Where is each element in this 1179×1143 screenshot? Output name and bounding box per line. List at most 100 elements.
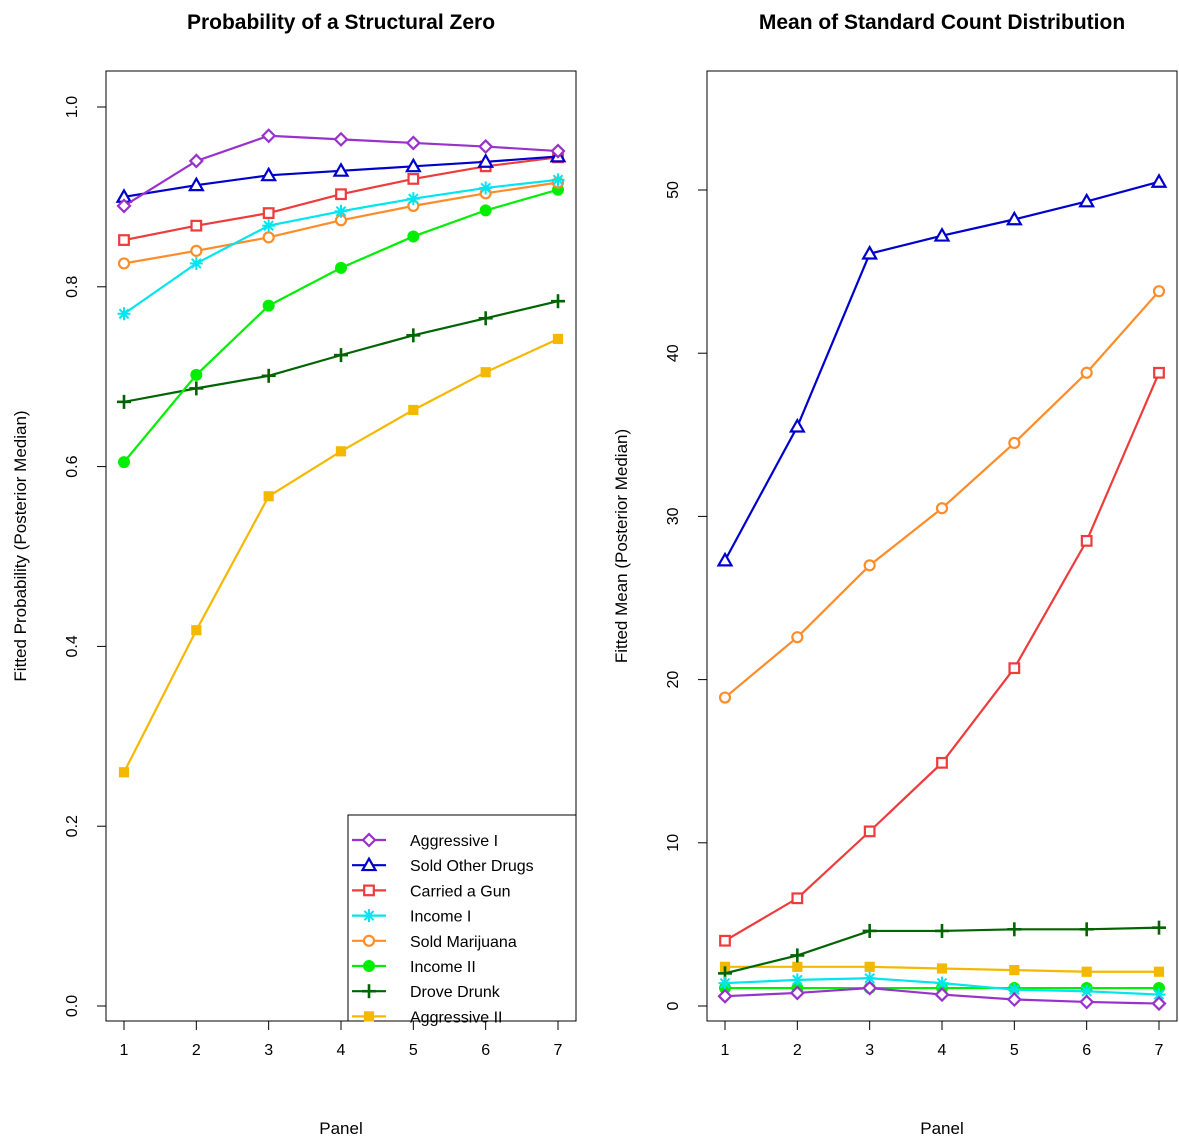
legend-marker bbox=[362, 934, 376, 947]
series-sold-other-drugs bbox=[716, 173, 1168, 567]
data-point bbox=[405, 135, 421, 151]
y-tick: 30 bbox=[665, 507, 707, 525]
series-sold-other-drugs bbox=[115, 147, 567, 203]
y-tick: 0.2 bbox=[64, 815, 106, 837]
data-point bbox=[864, 961, 875, 972]
series-aggressive-i bbox=[717, 980, 1167, 1012]
data-point bbox=[1081, 966, 1092, 977]
y-tick-label: 1.0 bbox=[64, 96, 81, 118]
x-tick: 7 bbox=[1155, 1021, 1164, 1059]
data-point bbox=[332, 162, 350, 177]
y-tick: 20 bbox=[665, 671, 707, 688]
series-carried-a-gun bbox=[719, 366, 1165, 947]
data-point bbox=[790, 973, 804, 987]
y-tick-label: 0.6 bbox=[64, 455, 81, 477]
data-point bbox=[334, 204, 348, 218]
data-point bbox=[936, 756, 948, 769]
x-tick: 5 bbox=[409, 1021, 418, 1059]
legend-entry: Income II bbox=[352, 959, 476, 976]
data-point bbox=[1153, 366, 1165, 379]
legend-entry: Aggressive II bbox=[352, 1009, 502, 1026]
y-tick-label: 10 bbox=[665, 834, 682, 852]
y-tick: 1.0 bbox=[64, 96, 106, 118]
data-point bbox=[552, 333, 564, 345]
data-point bbox=[263, 491, 274, 502]
data-point bbox=[477, 153, 495, 168]
data-point bbox=[407, 173, 420, 185]
legend-label: Sold Marijuana bbox=[410, 934, 517, 951]
y-tick: 0.4 bbox=[64, 635, 106, 658]
x-tick-label: 2 bbox=[192, 1042, 201, 1059]
data-point bbox=[936, 963, 948, 974]
left-series-marks bbox=[115, 128, 567, 778]
series-income-i bbox=[718, 971, 1166, 1002]
left-plot-panel: Probability of a Structural Zero Panel F… bbox=[11, 11, 577, 1138]
legend-marker bbox=[361, 832, 377, 848]
series-drove-drunk bbox=[117, 294, 565, 409]
data-point bbox=[404, 157, 422, 173]
legend-marker bbox=[363, 1011, 375, 1022]
legend-marker bbox=[360, 856, 378, 872]
data-point bbox=[189, 256, 203, 270]
legend-label: Aggressive II bbox=[410, 1009, 502, 1026]
data-point bbox=[1008, 436, 1021, 450]
right-x-axis-label: Panel bbox=[920, 1119, 963, 1138]
data-point bbox=[116, 198, 132, 214]
data-point bbox=[1152, 285, 1166, 298]
data-point bbox=[408, 404, 419, 416]
data-point bbox=[1079, 994, 1095, 1010]
y-tick: 10 bbox=[665, 834, 707, 852]
data-point bbox=[117, 307, 131, 321]
data-point bbox=[551, 294, 565, 309]
data-point bbox=[190, 219, 203, 232]
data-point bbox=[1080, 366, 1093, 379]
data-point bbox=[1078, 192, 1096, 208]
legend-label: Income II bbox=[410, 959, 476, 976]
data-point bbox=[788, 417, 806, 433]
data-point bbox=[118, 456, 130, 469]
data-point bbox=[792, 961, 803, 972]
data-point bbox=[935, 923, 949, 938]
x-tick-label: 6 bbox=[481, 1042, 490, 1059]
x-tick-label: 1 bbox=[721, 1042, 730, 1059]
data-point bbox=[190, 368, 203, 381]
x-tick: 2 bbox=[192, 1021, 201, 1059]
data-point bbox=[190, 244, 203, 257]
x-tick-label: 1 bbox=[120, 1042, 129, 1059]
data-point bbox=[118, 234, 130, 246]
data-point bbox=[478, 139, 494, 155]
series-income-i bbox=[117, 173, 565, 321]
x-tick-label: 4 bbox=[938, 1042, 947, 1059]
data-point bbox=[260, 166, 278, 182]
data-point bbox=[791, 631, 804, 644]
x-tick: 1 bbox=[120, 1021, 129, 1059]
x-tick-label: 3 bbox=[865, 1042, 874, 1059]
legend-marker bbox=[362, 909, 376, 923]
x-tick-label: 6 bbox=[1082, 1042, 1091, 1059]
x-tick-label: 2 bbox=[793, 1042, 802, 1059]
data-point bbox=[719, 934, 731, 947]
data-point bbox=[790, 948, 805, 963]
legend-label: Drove Drunk bbox=[410, 984, 501, 1001]
data-point bbox=[335, 446, 347, 457]
data-point bbox=[717, 988, 733, 1004]
series-drove-drunk bbox=[718, 920, 1166, 981]
left-x-axis-label: Panel bbox=[319, 1119, 362, 1138]
data-point bbox=[862, 923, 877, 938]
x-tick: 2 bbox=[793, 1021, 802, 1059]
x-tick: 5 bbox=[1010, 1021, 1019, 1059]
data-point bbox=[935, 502, 949, 515]
data-point bbox=[1152, 920, 1166, 935]
data-point bbox=[479, 181, 493, 195]
legend-label: Income I bbox=[410, 909, 471, 926]
data-point bbox=[1151, 995, 1167, 1012]
data-point bbox=[191, 625, 202, 636]
y-tick: 50 bbox=[665, 181, 707, 199]
y-tick: 0.0 bbox=[64, 995, 106, 1017]
data-point bbox=[551, 173, 565, 187]
legend: Aggressive I Sold Other Drugs Carried a Gu… bbox=[347, 814, 577, 1026]
x-tick: 7 bbox=[554, 1021, 563, 1059]
legend-marker bbox=[363, 884, 375, 897]
data-point bbox=[480, 367, 491, 378]
